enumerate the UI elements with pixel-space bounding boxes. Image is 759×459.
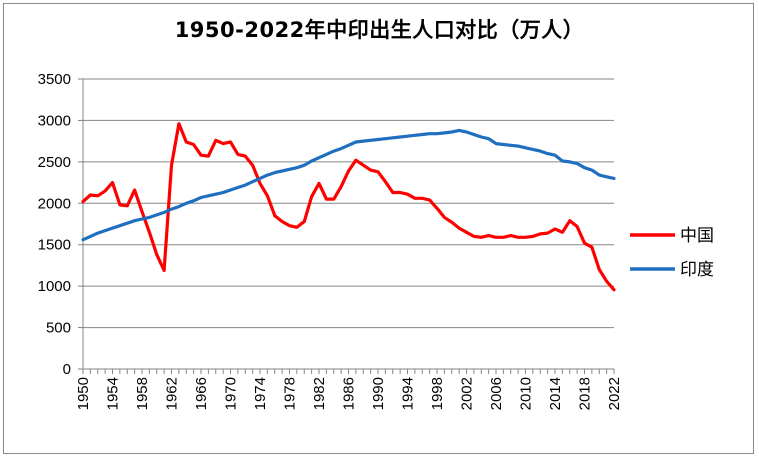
x-tick-label: 2022 bbox=[606, 377, 623, 410]
y-tick-label: 1500 bbox=[38, 237, 71, 254]
series-line-india bbox=[81, 128, 616, 242]
legend-label: 印度 bbox=[680, 260, 714, 280]
chart-frame bbox=[3, 3, 754, 454]
grid-lines bbox=[83, 78, 614, 329]
x-tick-label: 1950 bbox=[75, 377, 92, 410]
y-tick-label: 3000 bbox=[38, 112, 71, 129]
y-tick-label: 2500 bbox=[38, 154, 71, 171]
x-tick-label: 1990 bbox=[370, 377, 387, 410]
x-tick-label: 1982 bbox=[311, 377, 328, 410]
x-tick-label: 2006 bbox=[488, 377, 505, 410]
x-tick-label: 1994 bbox=[400, 377, 417, 410]
y-axis-ticks: 0 500 1000 1500 2000 2500 3000 3500 bbox=[38, 71, 83, 378]
series-lines bbox=[81, 122, 616, 292]
y-tick-label: 0 bbox=[63, 361, 71, 378]
x-tick-label: 1958 bbox=[134, 377, 151, 410]
x-tick-label: 1954 bbox=[105, 377, 122, 410]
x-tick-label: 1962 bbox=[164, 377, 181, 410]
x-axis-ticks: 1950 1954 1958 1962 1966 1970 1974 1978 1982 1986… bbox=[75, 369, 623, 410]
x-tick-label: 2018 bbox=[577, 377, 594, 410]
chart-title: 1950-2022年中印出生人口对比（万人） bbox=[174, 18, 585, 42]
legend-label: 中国 bbox=[680, 226, 714, 246]
y-tick-label: 3500 bbox=[38, 71, 71, 88]
x-tick-label: 1998 bbox=[429, 377, 446, 410]
x-tick-label: 2002 bbox=[459, 377, 476, 410]
x-tick-label: 1970 bbox=[223, 377, 240, 410]
series-line-china bbox=[81, 122, 616, 292]
y-tick-label: 2000 bbox=[38, 195, 71, 212]
y-tick-label: 500 bbox=[46, 320, 71, 337]
x-tick-label: 1966 bbox=[193, 377, 210, 410]
x-tick-label: 1986 bbox=[341, 377, 358, 410]
y-tick-label: 1000 bbox=[38, 278, 71, 295]
axes bbox=[82, 79, 614, 370]
x-tick-label: 1974 bbox=[252, 377, 269, 410]
x-tick-label: 2014 bbox=[547, 377, 564, 410]
x-tick-label: 1978 bbox=[282, 377, 299, 410]
x-tick-label: 2010 bbox=[518, 377, 535, 410]
